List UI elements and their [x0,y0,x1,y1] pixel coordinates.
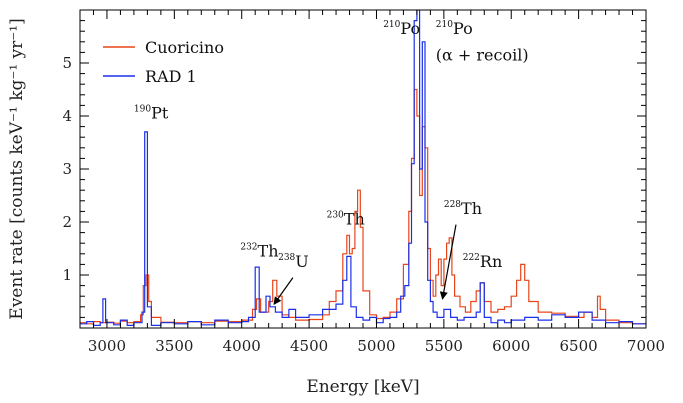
peak-label: 222Rn [463,252,503,271]
legend-label-rad1: RAD 1 [145,67,197,86]
peak-label: 232Th [240,241,278,260]
y-tick-label: 4 [62,107,72,125]
peak-label: (α + recoil) [436,45,529,64]
y-tick-label: 5 [62,54,72,72]
x-tick-label: 5500 [425,337,463,355]
annotation-layer: 190Pt 232Th 238U 230Th 210Po 210Po (α + recoil… [134,19,529,305]
x-axis-title: Energy [keV] [306,377,419,397]
series-line-0 [80,88,646,325]
x-tick-label: 6500 [560,337,598,355]
peak-label: 228Th [444,199,482,218]
x-tick-label: 3500 [155,337,193,355]
y-tick-label: 3 [62,160,72,178]
y-axis-title: Event rate [counts keV⁻¹ kg⁻¹ yr⁻¹] [7,18,27,319]
peak-label: 210Po [383,19,420,38]
x-tick-label: 5000 [357,337,395,355]
ticks-layer: 3000 3500 4000 4500 5000 5500 6000 6500 7000 1 2 3 4… [62,10,665,355]
x-tick-label: 3000 [88,337,126,355]
peak-label: 190Pt [134,104,169,123]
series-line-1 [80,10,646,326]
peak-label: 210Po [436,19,473,38]
annotation-arrow [439,224,457,300]
y-tick-label: 1 [62,266,72,284]
y-tick-label: 2 [62,213,72,231]
x-tick-label: 4500 [290,337,328,355]
peak-label: 238U [278,252,309,271]
annotation-arrow [273,277,294,305]
series-layer [80,10,646,326]
x-tick-label: 7000 [627,337,665,355]
peak-label: 230Th [327,210,365,229]
legend-label-cuoricino: Cuoricino [145,38,224,57]
x-tick-label: 4000 [223,337,261,355]
x-tick-label: 6000 [492,337,530,355]
legend: Cuoricino RAD 1 [103,38,224,86]
